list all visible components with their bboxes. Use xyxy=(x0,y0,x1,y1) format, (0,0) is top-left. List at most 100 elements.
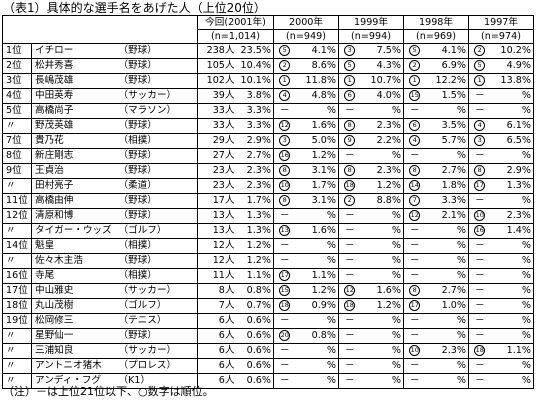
rank-circle: － xyxy=(279,105,290,116)
count-2001: 7人 xyxy=(197,298,238,314)
count-2001: 13人 xyxy=(197,223,238,239)
rank-circle: － xyxy=(344,210,355,221)
rank-circle: － xyxy=(344,240,355,251)
player-name: 星野仙一 xyxy=(31,328,118,344)
percent-cell: % xyxy=(295,358,339,374)
rank-cell: 〃 xyxy=(2,328,32,344)
table-row: 16位 寺尾 （相撲） 11人 1.1% 17 1.1% －% －% －% xyxy=(2,268,534,284)
percent-cell: 1.8% xyxy=(425,178,469,194)
rank-1997: － xyxy=(468,313,491,329)
rank-circle: － xyxy=(474,375,485,386)
rank-2000: － xyxy=(273,358,296,374)
rank-1997: － xyxy=(468,238,491,254)
rank-1997: 5 xyxy=(468,58,491,74)
percent-cell: 3.5% xyxy=(425,118,469,134)
rank-circle: 8 xyxy=(474,164,486,176)
sport-category: （柔道） xyxy=(117,178,198,194)
header-1997: 1997年 xyxy=(468,15,534,30)
percent-cell: % xyxy=(490,268,534,284)
player-name: アントニオ猪木 xyxy=(31,358,118,374)
count-2001: 29人 xyxy=(197,133,238,149)
rank-2000: － xyxy=(273,253,296,269)
rank-cell: 〃 xyxy=(2,118,32,134)
rank-circle: 18 xyxy=(344,179,356,191)
rank-1999: － xyxy=(338,253,361,269)
rank-1999: 18 xyxy=(338,298,361,314)
count-2001: 17人 xyxy=(197,193,238,209)
rank-cell: 1位 xyxy=(2,43,32,59)
rank-2000: 18 xyxy=(273,298,296,314)
rank-circle: － xyxy=(409,240,420,251)
percent-cell: % xyxy=(490,238,534,254)
rank-circle: 10 xyxy=(279,179,291,191)
rank-circle: 16 xyxy=(279,149,291,161)
rank-circle: 6 xyxy=(344,89,356,101)
rank-circle: 8 xyxy=(344,164,356,176)
rank-2000: 2 xyxy=(273,58,296,74)
player-name: 魁皇 xyxy=(31,238,118,254)
percent-2001: 1.1% xyxy=(237,268,274,284)
rank-2000: 1 xyxy=(273,73,296,89)
table-row: 14位 魁皇 （相撲） 12人 1.2% －% －% －% －% xyxy=(2,238,534,254)
rank-1997: － xyxy=(468,328,491,344)
rank-2000: 20 xyxy=(273,328,296,344)
percent-cell: 1.1% xyxy=(295,268,339,284)
rank-circle: － xyxy=(474,255,485,266)
rank-cell: 〃 xyxy=(2,358,32,374)
percent-cell: % xyxy=(490,328,534,344)
percent-cell: 2.9% xyxy=(490,163,534,179)
rank-circle: － xyxy=(474,195,485,206)
rank-cell: 8位 xyxy=(2,148,32,164)
rank-circle: － xyxy=(474,360,485,371)
rank-1998: 8 xyxy=(403,163,426,179)
rank-circle: － xyxy=(344,375,355,386)
percent-2001: 3.3% xyxy=(237,118,274,134)
rank-circle: 17 xyxy=(474,179,486,191)
rank-2000: 4 xyxy=(273,88,296,104)
percent-cell: % xyxy=(490,193,534,209)
sport-category: （野球） xyxy=(117,163,198,179)
rank-circle: － xyxy=(409,270,420,281)
percent-2001: 0.6% xyxy=(237,373,274,389)
rank-circle: － xyxy=(474,330,485,341)
rank-1998: － xyxy=(403,373,426,389)
rank-2000: － xyxy=(273,373,296,389)
header-1999: 1999年 xyxy=(338,15,404,30)
sport-category: （プロレス） xyxy=(117,358,198,374)
count-2001: 6人 xyxy=(197,328,238,344)
rank-circle: － xyxy=(344,360,355,371)
rank-circle: 5 xyxy=(344,59,356,71)
percent-2001: 10.1% xyxy=(237,73,274,89)
rank-circle: 4 xyxy=(409,134,421,146)
percent-cell: 0.8% xyxy=(295,328,339,344)
rank-1998: － xyxy=(403,148,426,164)
header-1998: 1998年 xyxy=(403,15,469,30)
percent-cell: 5.7% xyxy=(425,133,469,149)
player-name: アンディ・フグ xyxy=(31,373,118,389)
rank-cell: 12位 xyxy=(2,208,32,224)
percent-cell: 2.3% xyxy=(360,163,404,179)
player-ranking-table: 今回(2001年) 2000年 1999年 1998年 1997年 (n=1,0… xyxy=(2,15,534,389)
rank-circle: 8 xyxy=(409,164,421,176)
sport-category: （野球） xyxy=(117,73,198,89)
rank-circle: 18 xyxy=(344,299,356,311)
table-row: 9位 王貞治 （野球） 23人 2.3% 8 3.1% 8 2.3% 8 2.7% 8 2.9% xyxy=(2,163,534,179)
table-row: 7位 貴乃花 （相撲） 29人 2.9% 3 5.0% 9 2.2% 4 5.7% 3 6.5% xyxy=(2,133,534,149)
rank-circle: － xyxy=(409,315,420,326)
table-header: 今回(2001年) 2000年 1999年 1998年 1997年 (n=1,0… xyxy=(2,15,534,44)
table-row: 〃アンディ・フグ （K1） 6人 0.6% －% －% －% －% xyxy=(2,373,534,389)
rank-1998: 8 xyxy=(403,283,426,299)
rank-circle: 15 xyxy=(279,284,291,296)
rank-1999: － xyxy=(338,208,361,224)
rank-circle: － xyxy=(344,345,355,356)
rank-1999: － xyxy=(338,268,361,284)
rank-1999: 5 xyxy=(338,58,361,74)
table-row: 〃野茂英雄 （野球） 33人 3.3% 12 1.6% 8 2.3% 6 3.5% 4 6.1% xyxy=(2,118,534,134)
player-name: 清原和博 xyxy=(31,208,118,224)
percent-cell: % xyxy=(490,313,534,329)
rank-circle: 20 xyxy=(279,329,291,341)
rank-1998: － xyxy=(403,253,426,269)
sport-category: （野球） xyxy=(117,43,198,59)
percent-cell: 6.9% xyxy=(425,58,469,74)
table-row: 〃田村亮子 （柔道） 23人 2.3% 10 1.7% 18 1.2% 14 1.8% 17 1.3% xyxy=(2,178,534,194)
